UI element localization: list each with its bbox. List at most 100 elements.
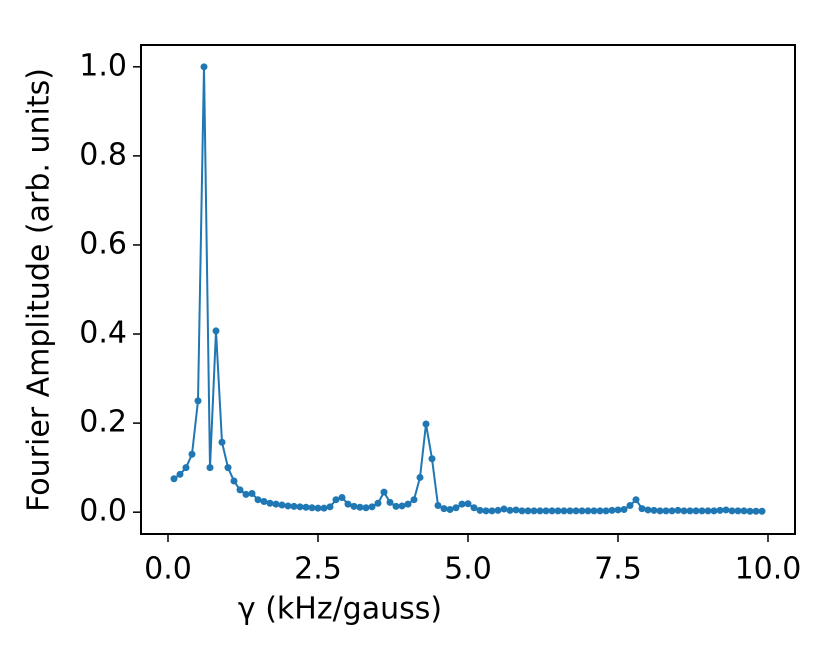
point — [746, 507, 754, 515]
point — [644, 506, 652, 514]
x-tick-label: 7.5 — [594, 552, 642, 587]
point — [296, 503, 304, 511]
point — [542, 507, 550, 515]
point — [578, 507, 586, 515]
point — [218, 438, 226, 446]
point — [434, 501, 442, 509]
point — [704, 507, 712, 515]
point — [428, 455, 436, 463]
point — [338, 493, 346, 501]
point — [686, 507, 694, 515]
point — [464, 500, 472, 508]
point — [206, 464, 214, 472]
point — [350, 502, 358, 510]
point — [212, 327, 220, 335]
point — [512, 506, 520, 514]
point — [536, 507, 544, 515]
point — [320, 504, 328, 512]
point — [344, 500, 352, 508]
point — [356, 503, 364, 511]
point — [734, 507, 742, 515]
point — [326, 503, 334, 511]
point — [470, 504, 478, 512]
point — [254, 496, 262, 504]
point — [230, 477, 238, 485]
point — [728, 507, 736, 515]
point — [194, 397, 202, 405]
point — [566, 507, 574, 515]
point — [590, 507, 598, 515]
point — [224, 464, 232, 472]
point — [680, 507, 688, 515]
point — [266, 499, 274, 507]
point — [722, 506, 730, 514]
point — [668, 507, 676, 515]
x-tick-label: 0.0 — [144, 552, 192, 587]
point — [380, 488, 388, 496]
point — [386, 498, 394, 506]
point — [554, 507, 562, 515]
point — [440, 505, 448, 513]
point — [596, 507, 604, 515]
point — [392, 502, 400, 510]
point — [308, 504, 316, 512]
point — [752, 507, 760, 515]
point — [170, 475, 178, 483]
point — [176, 470, 184, 478]
point — [740, 507, 748, 515]
y-tick-label: 0.4 — [79, 316, 127, 351]
point — [398, 502, 406, 510]
point — [290, 502, 298, 510]
point — [656, 507, 664, 515]
point — [332, 496, 340, 504]
point — [362, 504, 370, 512]
point — [662, 507, 670, 515]
x-tick-label: 5.0 — [444, 552, 492, 587]
point — [236, 486, 244, 494]
point — [416, 473, 424, 481]
point — [374, 499, 382, 507]
point — [758, 507, 766, 515]
point — [314, 504, 322, 512]
point — [614, 506, 622, 514]
point — [446, 506, 454, 514]
point — [638, 505, 646, 513]
point — [608, 506, 616, 514]
point — [404, 500, 412, 508]
point — [272, 500, 280, 508]
point — [698, 507, 706, 515]
y-axis-label: Fourier Amplitude (arb. units) — [22, 68, 57, 512]
point — [572, 507, 580, 515]
point — [242, 490, 250, 498]
point — [458, 500, 466, 508]
point — [548, 507, 556, 515]
point — [716, 506, 724, 514]
point — [260, 497, 268, 505]
point — [506, 506, 514, 514]
point — [182, 464, 190, 472]
point — [368, 503, 376, 511]
point — [284, 502, 292, 510]
y-tick-label: 1.0 — [79, 48, 127, 83]
point — [626, 501, 634, 509]
point — [482, 507, 490, 515]
point — [620, 506, 628, 514]
point — [524, 507, 532, 515]
point — [476, 506, 484, 514]
point — [248, 489, 256, 497]
point — [518, 507, 526, 515]
point — [710, 507, 718, 515]
x-tick-label: 10.0 — [735, 552, 802, 587]
point — [188, 450, 196, 458]
point — [650, 506, 658, 514]
point — [602, 507, 610, 515]
y-tick-label: 0.2 — [79, 405, 127, 440]
point — [422, 420, 430, 428]
point — [500, 505, 508, 513]
point — [530, 507, 538, 515]
point — [278, 501, 286, 509]
point — [302, 503, 310, 511]
point — [410, 496, 418, 504]
point — [200, 63, 208, 71]
